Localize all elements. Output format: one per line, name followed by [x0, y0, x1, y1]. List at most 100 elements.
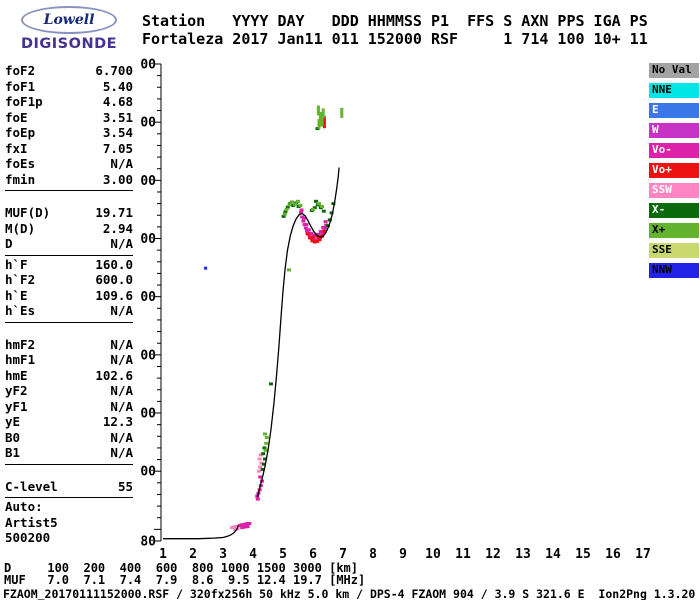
x-tick-label: 14 — [545, 547, 561, 562]
y-tick-label: 800 — [140, 116, 156, 131]
echo-point — [290, 200, 294, 204]
echo-point — [312, 240, 317, 244]
param-label: C-level — [5, 478, 58, 494]
x-tick-label: 10 — [425, 547, 441, 562]
param-foes: foEs N/A — [5, 156, 133, 172]
legend-ssw: SSW — [649, 183, 699, 198]
param-group: C-level 55 — [5, 478, 133, 498]
param-fxi: fxI 7.05 — [5, 141, 133, 157]
param-clevel: C-level 55 — [5, 479, 133, 495]
param-label: foEs — [5, 156, 36, 171]
legend-nne: NNE — [649, 83, 699, 98]
echo-point — [331, 202, 336, 206]
param-value: 3.54 — [102, 125, 133, 140]
param-value: 12.3 — [102, 414, 133, 429]
echo-point — [264, 441, 269, 445]
param-hmf1: hmF1 N/A — [5, 352, 133, 368]
param-foe: foE 3.51 — [5, 110, 133, 126]
x-tick-label: 6 — [309, 547, 317, 562]
param-500200: 500200 — [5, 530, 133, 546]
echo-point — [340, 107, 344, 118]
echo-point — [264, 436, 269, 439]
param-mufd: MUF(D) 19.71 — [5, 205, 133, 221]
x-tick-label: 15 — [575, 547, 591, 562]
echo-point — [258, 475, 263, 479]
param-label: fxI — [5, 140, 28, 156]
param-label: D — [5, 236, 13, 251]
echo-point — [306, 228, 311, 232]
echo-point — [303, 226, 308, 230]
echo-point — [314, 199, 318, 203]
param-label: h`E — [5, 287, 28, 303]
param-value: 19.71 — [95, 205, 133, 220]
echo-point — [323, 220, 328, 224]
echo-point — [263, 448, 268, 452]
echo-point — [261, 462, 266, 466]
param-group: hmF2 N/A hmF1 N/A hmE 102.6 yF2 N/A yF1 N/A yE 12.3… — [5, 336, 133, 465]
echo-point — [301, 219, 306, 223]
y-tick-label: 200 — [140, 465, 156, 480]
echo-point — [317, 238, 322, 242]
param-b0: B0 N/A — [5, 430, 133, 446]
param-yf2: yF2 N/A — [5, 383, 133, 399]
echo-point — [281, 214, 286, 218]
echo-point — [296, 199, 300, 203]
series-x-plus-green-spread — [316, 105, 344, 129]
logo-oval: Lowell — [21, 6, 117, 34]
echo-point — [329, 211, 334, 215]
param-group: MUF(D) 19.71 M(D) 2.94 D N/A — [5, 204, 133, 256]
legend-vo-: Vo+ — [649, 163, 699, 178]
echo-point — [315, 239, 320, 243]
echo-point — [233, 527, 237, 531]
param-group: h`F 160.0 h`F2 600.0 h`E 109.6 h`Es N/A — [5, 256, 133, 323]
param-value: N/A — [110, 352, 133, 367]
echo-point — [320, 205, 324, 208]
param-label: yE — [5, 414, 21, 429]
echo-point — [304, 223, 309, 227]
echo-point — [259, 461, 264, 465]
echo-point — [283, 210, 288, 214]
param-d: D N/A — [5, 236, 133, 252]
echo-point — [312, 206, 317, 210]
param-value: 7.05 — [102, 140, 133, 156]
y-tick-label: 700 — [140, 174, 156, 189]
param-fmin: fmin 3.00 — [5, 172, 133, 188]
legend-e: E — [649, 103, 699, 118]
param-label: 500200 — [5, 530, 51, 545]
param-value: 6.700 — [95, 63, 133, 78]
param-label: hmF1 — [5, 352, 36, 367]
param-value: 160.0 — [95, 256, 133, 272]
param-he: h`E 109.6 — [5, 288, 133, 304]
param-label: B0 — [5, 429, 21, 445]
echo-point — [322, 230, 327, 233]
param-foep: foEp 3.54 — [5, 125, 133, 141]
param-value: N/A — [110, 445, 133, 460]
param-value: N/A — [110, 156, 133, 171]
param-label: M(D) — [5, 220, 36, 236]
ionogram-chart: 9008007006005004003002008012345678910111… — [140, 58, 651, 563]
header-line-1: Station YYYY DAY DDD HHMMSS P1 FFS S AXN… — [142, 12, 648, 30]
param-value: 3.00 — [102, 171, 133, 187]
x-tick-label: 2 — [189, 547, 197, 562]
echo-point — [284, 207, 289, 211]
echo-point — [261, 452, 266, 456]
param-hf: h`F 160.0 — [5, 257, 133, 273]
legend-x-: X- — [649, 203, 699, 218]
echo-point — [258, 453, 263, 457]
param-value: N/A — [110, 236, 133, 251]
echo-point — [302, 216, 306, 220]
echo-point — [320, 116, 324, 127]
series-x-plus-green-echoes — [263, 199, 324, 452]
param-b1: B1 N/A — [5, 445, 133, 461]
param-value: 600.0 — [95, 272, 133, 287]
param-label: fmin — [5, 171, 36, 187]
param-label: foF2 — [5, 63, 36, 78]
muf-row: MUF 7.0 7.1 7.4 7.9 8.6 9.5 12.4 19.7 [M… — [4, 573, 366, 587]
echo-point — [327, 218, 332, 222]
param-value: 4.68 — [102, 94, 133, 109]
echo-point — [309, 231, 314, 235]
echo-point — [310, 239, 315, 243]
echo-point — [263, 457, 267, 461]
echo-point — [311, 233, 316, 237]
echo-point — [298, 203, 303, 207]
